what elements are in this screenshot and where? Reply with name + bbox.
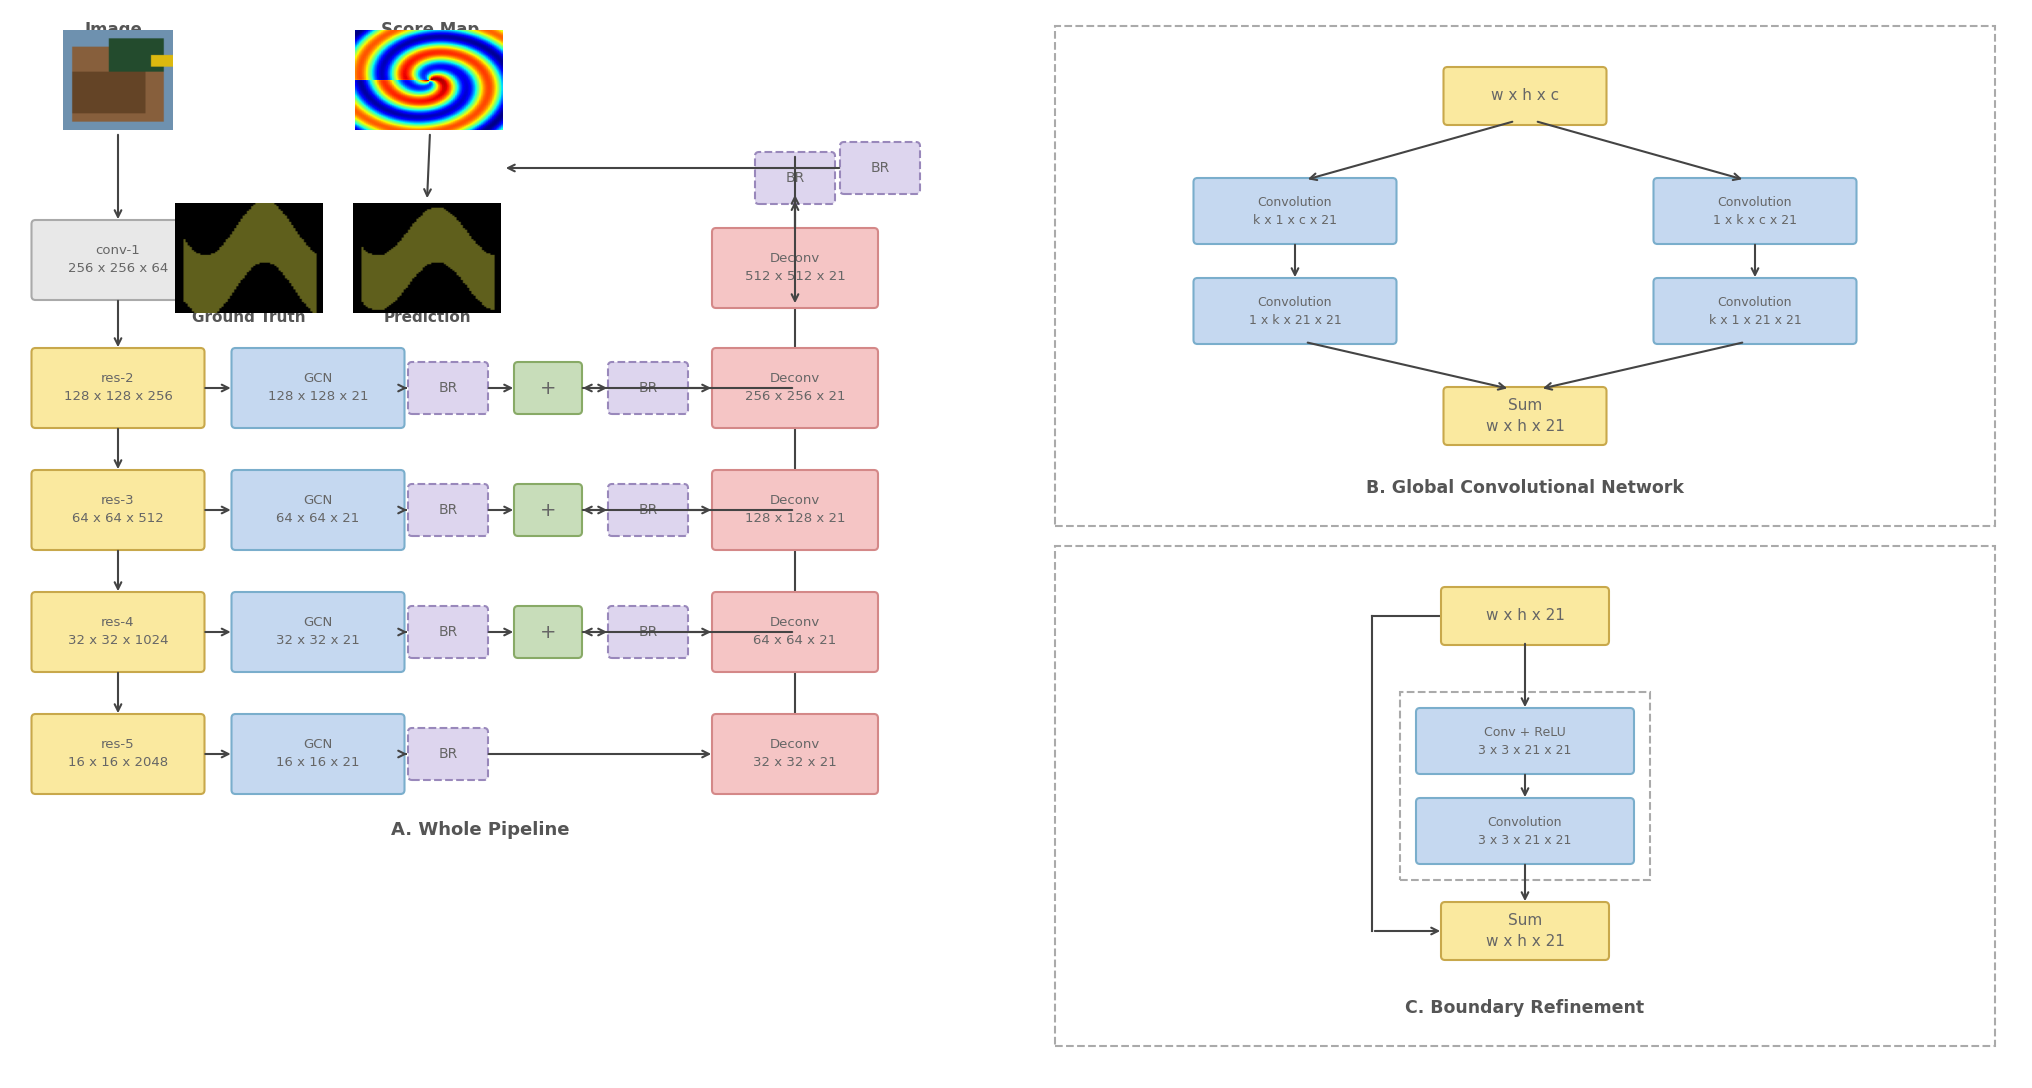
Text: Deconv
512 x 512 x 21: Deconv 512 x 512 x 21 — [744, 252, 845, 284]
FancyBboxPatch shape — [232, 592, 404, 672]
FancyBboxPatch shape — [232, 348, 404, 428]
FancyBboxPatch shape — [711, 470, 878, 551]
Text: +: + — [541, 379, 557, 397]
Text: BR: BR — [786, 171, 805, 185]
Text: Deconv
128 x 128 x 21: Deconv 128 x 128 x 21 — [746, 495, 845, 526]
FancyBboxPatch shape — [514, 484, 581, 536]
Text: res-5
16 x 16 x 2048: res-5 16 x 16 x 2048 — [67, 739, 169, 769]
Text: Ground Truth: Ground Truth — [193, 310, 305, 325]
FancyBboxPatch shape — [1193, 279, 1396, 344]
Text: res-2
128 x 128 x 256: res-2 128 x 128 x 256 — [63, 372, 173, 404]
FancyBboxPatch shape — [33, 220, 205, 300]
Text: Convolution
1 x k x c x 21: Convolution 1 x k x c x 21 — [1713, 196, 1796, 226]
Bar — [1400, 692, 1650, 880]
FancyBboxPatch shape — [1441, 588, 1609, 645]
FancyBboxPatch shape — [408, 728, 488, 780]
Text: Sum
w x h x 21: Sum w x h x 21 — [1485, 398, 1565, 434]
FancyBboxPatch shape — [608, 362, 689, 415]
Text: Deconv
64 x 64 x 21: Deconv 64 x 64 x 21 — [754, 617, 837, 647]
Text: Prediction: Prediction — [384, 310, 471, 325]
Text: Deconv
256 x 256 x 21: Deconv 256 x 256 x 21 — [746, 372, 845, 404]
FancyBboxPatch shape — [408, 484, 488, 536]
Text: C. Boundary Refinement: C. Boundary Refinement — [1406, 999, 1644, 1017]
FancyBboxPatch shape — [408, 362, 488, 415]
Text: w x h x c: w x h x c — [1491, 88, 1559, 103]
Text: BR: BR — [439, 747, 457, 761]
FancyBboxPatch shape — [1654, 178, 1857, 244]
Text: BR: BR — [638, 503, 658, 517]
FancyBboxPatch shape — [608, 606, 689, 658]
Text: Image: Image — [83, 21, 142, 39]
FancyBboxPatch shape — [711, 592, 878, 672]
Text: conv-1
256 x 256 x 64: conv-1 256 x 256 x 64 — [67, 245, 169, 275]
FancyBboxPatch shape — [514, 606, 581, 658]
Text: A. Whole Pipeline: A. Whole Pipeline — [390, 821, 569, 839]
FancyBboxPatch shape — [33, 714, 205, 794]
Text: res-3
64 x 64 x 512: res-3 64 x 64 x 512 — [71, 495, 165, 526]
FancyBboxPatch shape — [608, 484, 689, 536]
Text: B. Global Convolutional Network: B. Global Convolutional Network — [1366, 479, 1685, 497]
Text: BR: BR — [439, 503, 457, 517]
FancyBboxPatch shape — [408, 606, 488, 658]
Text: BR: BR — [638, 381, 658, 395]
FancyBboxPatch shape — [33, 592, 205, 672]
Text: Deconv
32 x 32 x 21: Deconv 32 x 32 x 21 — [754, 739, 837, 769]
Text: BR: BR — [638, 625, 658, 639]
Text: GCN
128 x 128 x 21: GCN 128 x 128 x 21 — [268, 372, 368, 404]
Text: GCN
16 x 16 x 21: GCN 16 x 16 x 21 — [276, 739, 360, 769]
Text: Conv + ReLU
3 x 3 x 21 x 21: Conv + ReLU 3 x 3 x 21 x 21 — [1479, 726, 1571, 756]
FancyBboxPatch shape — [232, 714, 404, 794]
FancyBboxPatch shape — [1443, 387, 1607, 445]
Bar — [1055, 26, 1995, 526]
Text: w x h x 21: w x h x 21 — [1485, 608, 1565, 623]
Text: BR: BR — [439, 625, 457, 639]
Text: +: + — [541, 622, 557, 642]
FancyBboxPatch shape — [711, 348, 878, 428]
Text: Convolution
3 x 3 x 21 x 21: Convolution 3 x 3 x 21 x 21 — [1479, 816, 1571, 846]
FancyBboxPatch shape — [1416, 708, 1634, 774]
Text: GCN
32 x 32 x 21: GCN 32 x 32 x 21 — [276, 617, 360, 647]
Text: Score Map: Score Map — [380, 21, 480, 39]
FancyBboxPatch shape — [756, 152, 835, 205]
Text: BR: BR — [870, 161, 890, 175]
Text: res-4
32 x 32 x 1024: res-4 32 x 32 x 1024 — [67, 617, 169, 647]
FancyBboxPatch shape — [1441, 902, 1609, 960]
FancyBboxPatch shape — [711, 228, 878, 308]
FancyBboxPatch shape — [711, 714, 878, 794]
FancyBboxPatch shape — [1193, 178, 1396, 244]
FancyBboxPatch shape — [1416, 798, 1634, 864]
Text: Convolution
k x 1 x 21 x 21: Convolution k x 1 x 21 x 21 — [1709, 296, 1802, 326]
FancyBboxPatch shape — [1654, 279, 1857, 344]
Text: GCN
64 x 64 x 21: GCN 64 x 64 x 21 — [276, 495, 360, 526]
Bar — [1055, 546, 1995, 1046]
FancyBboxPatch shape — [232, 470, 404, 551]
Text: BR: BR — [439, 381, 457, 395]
Text: Convolution
1 x k x 21 x 21: Convolution 1 x k x 21 x 21 — [1248, 296, 1341, 326]
FancyBboxPatch shape — [514, 362, 581, 415]
FancyBboxPatch shape — [839, 143, 920, 194]
Text: Sum
w x h x 21: Sum w x h x 21 — [1485, 913, 1565, 949]
FancyBboxPatch shape — [33, 470, 205, 551]
FancyBboxPatch shape — [1443, 67, 1607, 125]
Text: Convolution
k x 1 x c x 21: Convolution k x 1 x c x 21 — [1254, 196, 1337, 226]
Text: +: + — [541, 500, 557, 519]
FancyBboxPatch shape — [33, 348, 205, 428]
